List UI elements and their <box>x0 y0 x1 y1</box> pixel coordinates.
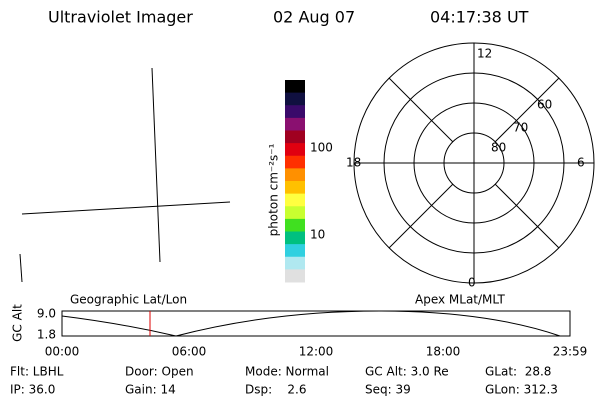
date: 02 Aug 07 <box>273 8 355 27</box>
orbit-y-tick: 1.8 <box>37 328 56 342</box>
lat-label: 60 <box>537 98 552 112</box>
orbit-x-ticks: 00:00 06:00 12:00 18:00 23:59 <box>45 345 588 359</box>
status-field: Mode: Normal <box>245 365 329 379</box>
orbit-x-tick: 18:00 <box>426 345 461 359</box>
color-step <box>285 206 305 220</box>
map-line <box>19 253 23 283</box>
status-field: GLon: 312.3 <box>485 383 558 397</box>
color-step <box>285 181 305 195</box>
orbit-frame <box>61 310 571 337</box>
color-step <box>285 105 305 119</box>
title: Ultraviolet Imager <box>48 8 193 27</box>
axis <box>388 77 454 143</box>
map-line <box>151 67 161 263</box>
colorbar-tick: 100 <box>310 141 333 155</box>
mlt-label: 18 <box>346 156 361 170</box>
polar-plot <box>353 42 595 284</box>
orbit-title: Geographic Lat/Lon <box>70 293 187 307</box>
status-field: GC Alt: 3.0 Re <box>365 365 449 379</box>
orbit-y-tick: 9.0 <box>37 307 56 321</box>
axis <box>494 77 560 143</box>
color-step <box>285 244 305 258</box>
status-field: IP: 36.0 <box>10 383 55 397</box>
mlt-label: 0 <box>468 276 476 290</box>
color-step <box>285 168 305 182</box>
image-panel <box>19 67 231 283</box>
orbit-x-tick: 06:00 <box>172 345 207 359</box>
orbit-x-tick: 12:00 <box>299 345 334 359</box>
time: 04:17:38 UT <box>430 8 529 27</box>
colorbar-tick: 10 <box>310 228 325 242</box>
map-line <box>21 201 231 215</box>
status-field: GLat: 28.8 <box>485 365 551 379</box>
color-step <box>285 256 305 270</box>
mlt-label: 6 <box>577 156 585 170</box>
color-step <box>285 269 305 283</box>
status-bar: Flt: LBHL Door: Open Mode: Normal GC Alt: 3… <box>10 365 558 397</box>
lat-label: 80 <box>491 141 506 155</box>
orbit-x-tick: 23:59 <box>553 345 588 359</box>
status-field: Dsp: 2.6 <box>245 383 307 397</box>
status-field: Seq: 39 <box>365 383 411 397</box>
color-step <box>285 193 305 207</box>
color-step <box>285 155 305 169</box>
color-step <box>285 218 305 232</box>
color-step <box>285 117 305 131</box>
orbit-title: Apex MLat/MLT <box>415 293 505 307</box>
axis <box>388 183 454 249</box>
axis <box>494 183 560 249</box>
status-field: Flt: LBHL <box>10 365 64 379</box>
orbit-curve <box>61 310 561 337</box>
colorbar-label: photon cm⁻²s⁻¹ <box>267 143 281 236</box>
lat-label: 70 <box>513 121 528 135</box>
orbit-x-tick: 00:00 <box>45 345 80 359</box>
color-step <box>285 231 305 245</box>
color-step <box>285 130 305 144</box>
status-field: Door: Open <box>125 365 194 379</box>
color-step <box>285 92 305 106</box>
mlt-label: 12 <box>477 47 492 61</box>
color-step <box>285 80 305 94</box>
color-step <box>285 143 305 157</box>
orbit-y-label: GC Alt <box>11 304 25 342</box>
colorbar <box>285 80 305 283</box>
status-field: Gain: 14 <box>125 383 176 397</box>
